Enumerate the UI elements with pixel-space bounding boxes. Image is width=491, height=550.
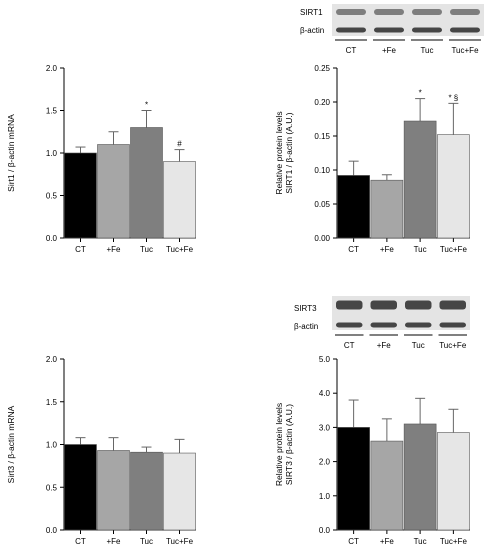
y-axis-label: Relative protein levels [274, 111, 284, 194]
blot-band [412, 27, 442, 33]
blot-row-label: β-actin [300, 26, 324, 35]
y-tick-label: 2.0 [46, 64, 58, 73]
y-tick-label: 1.0 [319, 492, 331, 501]
y-axis-label: Sirt3 / β-actin mRNA [6, 405, 16, 483]
y-tick-label: 0.00 [314, 234, 330, 243]
y-tick-label: 2.0 [319, 458, 331, 467]
blot-band [336, 27, 366, 33]
blot-band [439, 300, 466, 310]
x-tick-label: Tuc [414, 245, 427, 254]
blot-row-label: SIRT3 [294, 304, 317, 313]
x-tick-label: Tuc+Fe [440, 245, 468, 254]
bar-+Fe [97, 450, 130, 531]
blot-band [374, 9, 404, 15]
bar-CT [64, 152, 97, 239]
x-tick-label: CT [75, 245, 86, 254]
y-axis-label: SIRT3 / β-actin (A.U.) [284, 404, 294, 485]
y-tick-label: 0.0 [46, 234, 58, 243]
blot-band [336, 9, 366, 15]
blot-band [405, 300, 432, 310]
blot-band [370, 300, 397, 310]
x-tick-label: CT [75, 537, 86, 546]
bar-Tuc+Fe [163, 161, 196, 239]
lane-label: +Fe [377, 341, 392, 350]
blot-band [405, 322, 432, 328]
y-tick-label: 1.0 [46, 441, 58, 450]
sirt1-protein-bar-chart: 0.00 0.05 0.10 0.15 0.20 0.25 Relative protein… [274, 64, 470, 254]
y-tick-label: 3.0 [319, 423, 331, 432]
x-tick-label: +Fe [106, 245, 121, 254]
lane-label: Tuc [412, 341, 425, 350]
y-tick-label: 0.5 [46, 483, 58, 492]
sirt3-mrna-bar-chart: 0.0 0.5 1.0 1.5 2.0 Sirt3 / β-actin mRNA CT +Fe… [6, 355, 196, 546]
bar-Tuc+Fe [437, 432, 470, 531]
sirt3-protein-bar-chart: 0.0 1.0 2.0 3.0 4.0 5.0 Relative protein level… [274, 355, 470, 546]
x-tick-label: Tuc+Fe [166, 245, 194, 254]
blot-band [370, 322, 397, 328]
bar-Tuc [130, 127, 163, 239]
bar-Tuc [403, 120, 437, 239]
significance-mark: # [177, 140, 182, 149]
y-tick-label: 5.0 [319, 355, 331, 364]
significance-mark: * § [448, 93, 458, 102]
y-tick-label: 1.0 [46, 149, 58, 158]
x-tick-label: Tuc+Fe [166, 537, 194, 546]
bar-CT [64, 444, 97, 531]
significance-mark: * [419, 89, 422, 98]
lane-label: CT [346, 46, 357, 55]
y-axis-label: Sirt1 / β-actin mRNA [6, 114, 16, 192]
y-tick-label: 0.5 [46, 192, 58, 201]
y-axis-label: Relative protein levels [274, 403, 284, 486]
lane-label: Tuc [420, 46, 433, 55]
x-tick-label: +Fe [380, 537, 395, 546]
significance-mark: * [145, 101, 148, 110]
x-tick-label: Tuc [414, 537, 427, 546]
y-tick-label: 2.0 [46, 355, 58, 364]
x-tick-label: +Fe [380, 245, 395, 254]
y-tick-label: 1.5 [46, 398, 58, 407]
y-tick-label: 0.20 [314, 98, 330, 107]
sirt1-western-blot: SIRT1 β-actin CT +Fe Tuc Tuc+Fe [300, 4, 484, 55]
bar-+Fe [97, 144, 130, 239]
bar-Tuc [403, 423, 437, 531]
blot-row-label: β-actin [294, 322, 318, 331]
blot-band [450, 9, 480, 15]
bar-+Fe [370, 440, 404, 531]
y-tick-label: 0.0 [319, 526, 331, 535]
sirt1-mrna-bar-chart: 0.0 0.5 1.0 1.5 2.0 Sirt1 / β-actin mRNA CT +Fe… [6, 64, 196, 254]
blot-band [439, 322, 466, 328]
blot-band [412, 9, 442, 15]
x-tick-label: CT [348, 537, 359, 546]
sirt3-western-blot: SIRT3 β-actin CT +Fe Tuc Tuc+Fe [294, 296, 470, 350]
bar-CT [337, 427, 370, 531]
y-tick-label: 4.0 [319, 389, 331, 398]
blot-band [336, 322, 363, 328]
y-axis-label: SIRT1 / β-actin (A.U.) [284, 112, 294, 193]
lane-label: +Fe [382, 46, 397, 55]
x-tick-label: Tuc [140, 245, 153, 254]
bar-Tuc+Fe [163, 452, 196, 531]
blot-band [336, 300, 363, 310]
x-tick-label: +Fe [106, 537, 121, 546]
bar-Tuc [130, 451, 163, 531]
lane-label: CT [344, 341, 355, 350]
bar-Tuc+Fe [437, 134, 470, 239]
y-tick-label: 0.0 [46, 526, 58, 535]
blot-row-label: SIRT1 [300, 8, 323, 17]
y-tick-label: 0.15 [314, 132, 330, 141]
blot-band [450, 27, 480, 33]
x-tick-label: CT [348, 245, 359, 254]
bar-CT [337, 175, 370, 239]
lane-label: Tuc+Fe [451, 46, 479, 55]
x-tick-label: Tuc [140, 537, 153, 546]
x-tick-label: Tuc+Fe [440, 537, 468, 546]
bar-+Fe [370, 179, 404, 239]
y-tick-label: 0.05 [314, 200, 330, 209]
blot-band [374, 27, 404, 33]
y-tick-label: 0.25 [314, 64, 330, 73]
y-tick-label: 1.5 [46, 107, 58, 116]
y-tick-label: 0.10 [314, 166, 330, 175]
lane-label: Tuc+Fe [439, 341, 467, 350]
